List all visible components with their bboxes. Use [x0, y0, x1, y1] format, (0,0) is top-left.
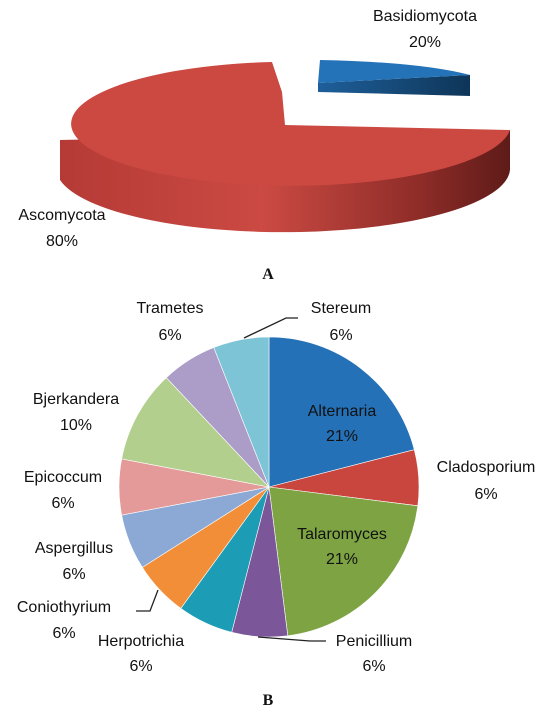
value-ascomycota: 80%: [46, 233, 78, 250]
chart-a-3d-pie: Basidiomycota 20% Ascomycota 80% A: [18, 8, 510, 283]
slice-ascomycota: [71, 62, 510, 186]
label-basidiomycota: Basidiomycota: [373, 8, 477, 25]
slice-alternaria: [268, 336, 415, 488]
value-aspergillus: 6%: [62, 566, 85, 583]
value-cladosporium: 6%: [474, 486, 497, 503]
value-stereum: 6%: [329, 327, 352, 344]
slice-basidiomycota: [318, 60, 470, 83]
panel-label-a: A: [262, 266, 274, 283]
label-bjerkandera: Bjerkandera: [33, 391, 119, 408]
leader-line-penicillium: [257, 636, 326, 642]
label-epicoccum: Epicoccum: [24, 469, 102, 486]
chart-b-pie: Alternaria 21% Cladosporium 6% Talaromyc…: [17, 300, 535, 709]
value-herpotrichia: 6%: [129, 658, 152, 675]
label-coniothyrium: Coniothyrium: [17, 599, 111, 616]
slice-basidiomycota-side: [318, 75, 470, 96]
label-cladosporium: Cladosporium: [437, 459, 536, 476]
value-alternaria: 21%: [326, 428, 358, 445]
label-talaromyces: Talaromyces: [297, 526, 387, 543]
leader-line-stereum: [243, 317, 298, 339]
value-bjerkandera: 10%: [60, 417, 92, 434]
leader-line-coniothyrium: [136, 589, 159, 612]
slice-stereum: [213, 336, 270, 488]
label-herpotrichia: Herpotrichia: [98, 633, 184, 650]
label-ascomycota: Ascomycota: [18, 207, 105, 224]
value-penicillium: 6%: [362, 658, 385, 675]
label-alternaria: Alternaria: [308, 403, 377, 420]
label-stereum: Stereum: [311, 300, 371, 317]
value-basidiomycota: 20%: [409, 34, 441, 51]
value-trametes: 6%: [158, 327, 181, 344]
value-epicoccum: 6%: [51, 495, 74, 512]
slice-bjerkandera: [121, 377, 270, 488]
label-penicillium: Penicillium: [336, 633, 412, 650]
value-coniothyrium: 6%: [52, 625, 75, 642]
label-aspergillus: Aspergillus: [35, 540, 113, 557]
slice-talaromyces: [268, 486, 419, 637]
panel-label-b: B: [263, 692, 274, 709]
label-trametes: Trametes: [137, 300, 204, 317]
value-talaromyces: 21%: [326, 551, 358, 568]
